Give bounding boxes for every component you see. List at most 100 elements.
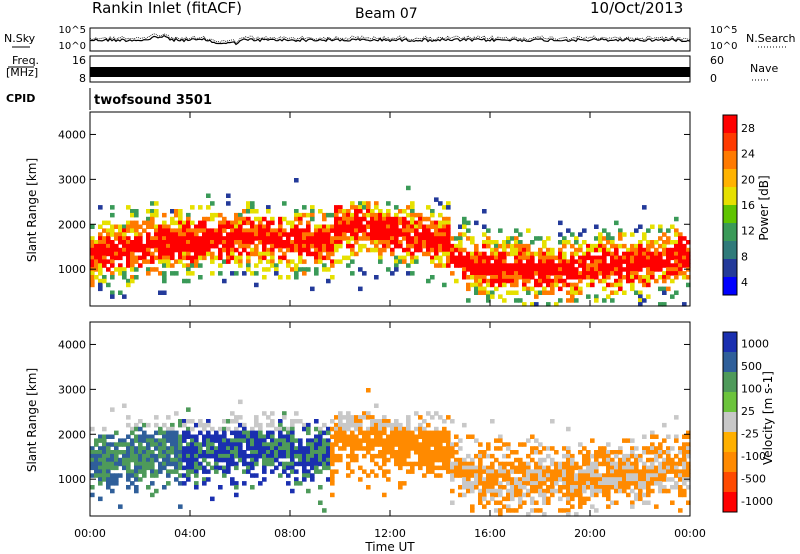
- echo-cell: [330, 492, 335, 498]
- echo-cell: [134, 453, 139, 459]
- echo-cell: [142, 430, 147, 436]
- echo-cell: [350, 430, 355, 436]
- echo-cell: [390, 232, 395, 237]
- echo-cell: [642, 469, 647, 474]
- echo-cell: [382, 438, 387, 443]
- echo-cell: [258, 481, 263, 486]
- echo-cell: [686, 251, 691, 257]
- echo-cell: [662, 465, 667, 471]
- echo-cell: [474, 267, 479, 272]
- echo-cell: [686, 450, 691, 455]
- echo-cell: [174, 453, 179, 459]
- echo-cell: [362, 228, 367, 233]
- echo-cell: [158, 224, 163, 229]
- echo-cell: [554, 278, 559, 284]
- echo-cell: [454, 469, 459, 474]
- echo-cell: [526, 259, 531, 264]
- echo-cell: [654, 267, 659, 272]
- echo-cell: [346, 411, 351, 416]
- echo-cell: [190, 205, 195, 210]
- echo-cell: [498, 243, 503, 249]
- echo-cell: [642, 485, 647, 490]
- echo-cell: [302, 426, 307, 432]
- echo-cell: [666, 236, 671, 241]
- echo-cell: [234, 212, 239, 218]
- echo-cell: [426, 251, 431, 257]
- echo-cell: [198, 450, 203, 455]
- echo-cell: [466, 461, 471, 467]
- echo-cell: [230, 411, 235, 416]
- echo-cell: [230, 477, 235, 482]
- echo-cell: [494, 488, 499, 494]
- echo-cell: [154, 267, 159, 272]
- colorbar-swatch: [723, 372, 737, 393]
- echo-cell: [506, 275, 511, 280]
- echo-cell: [130, 209, 135, 214]
- echo-cell: [230, 457, 235, 463]
- echo-cell: [138, 255, 143, 261]
- echo-cell: [582, 446, 587, 451]
- echo-cell: [622, 457, 627, 463]
- echo-cell: [558, 267, 563, 272]
- echo-cell: [466, 485, 471, 490]
- echo-cell: [166, 430, 171, 436]
- echo-cell: [250, 485, 255, 490]
- echo-cell: [530, 263, 535, 268]
- echo-cell: [534, 481, 539, 486]
- echo-cell: [166, 251, 171, 257]
- echo-cell: [446, 442, 451, 447]
- echo-cell: [226, 232, 231, 237]
- echo-cell: [526, 477, 531, 482]
- echo-cell: [538, 263, 543, 268]
- echo-cell: [294, 247, 299, 253]
- echo-cell: [466, 255, 471, 261]
- echo-cell: [534, 438, 539, 443]
- echo-cell: [230, 243, 235, 249]
- echo-cell: [634, 473, 639, 478]
- echo-cell: [614, 481, 619, 486]
- echo-cell: [334, 212, 339, 218]
- echo-cell: [602, 243, 607, 249]
- echo-cell: [510, 263, 515, 268]
- echo-cell: [434, 197, 439, 202]
- echo-cell: [346, 422, 351, 428]
- echo-cell: [186, 232, 191, 237]
- echo-cell: [394, 205, 399, 210]
- echo-cell: [594, 275, 599, 280]
- echo-cell: [90, 240, 95, 245]
- echo-cell: [114, 243, 119, 249]
- echo-cell: [370, 426, 375, 432]
- echo-cell: [426, 411, 431, 416]
- echo-cell: [610, 469, 615, 474]
- echo-cell: [602, 263, 607, 268]
- echo-cell: [350, 232, 355, 237]
- echo-cell: [346, 220, 351, 226]
- echo-cell: [522, 469, 527, 474]
- echo-cell: [542, 477, 547, 482]
- echo-cell: [410, 251, 415, 257]
- echo-cell: [250, 247, 255, 253]
- echo-cell: [258, 446, 263, 451]
- echo-cell: [94, 267, 99, 272]
- echo-cell: [514, 275, 519, 280]
- echo-cell: [358, 419, 363, 424]
- echo-cell: [478, 286, 483, 292]
- echo-cell: [558, 255, 563, 261]
- echo-cell: [230, 247, 235, 253]
- echo-cell: [646, 263, 651, 268]
- echo-cell: [102, 446, 107, 451]
- echo-cell: [566, 492, 571, 498]
- echo-cell: [170, 263, 175, 268]
- echo-cell: [526, 481, 531, 486]
- echo-cell: [262, 446, 267, 451]
- echo-cell: [378, 419, 383, 424]
- echo-cell: [518, 240, 523, 245]
- echo-cell: [442, 446, 447, 451]
- echo-cell: [482, 243, 487, 249]
- echo-cell: [466, 236, 471, 241]
- echo-cell: [222, 430, 227, 436]
- echo-cell: [490, 282, 495, 288]
- echo-cell: [190, 259, 195, 264]
- echo-cell: [410, 228, 415, 233]
- echo-cell: [134, 247, 139, 253]
